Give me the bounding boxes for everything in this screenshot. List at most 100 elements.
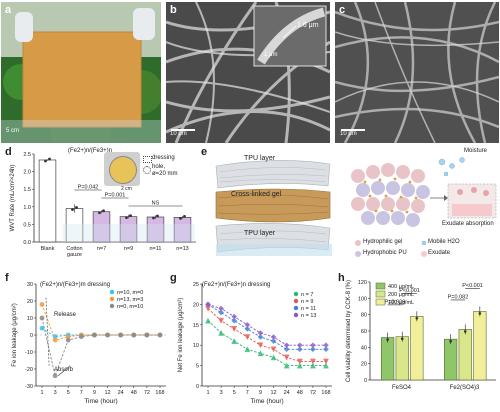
chart-f-point [92,332,97,338]
chart-h-x-tick-label: Fe2(SO4)3 [450,385,480,391]
chart-g-y-axis-label: Net Fe ion leakage (μg/cm²) [178,298,184,372]
chart-f-legend-label: n=10, m=0 [117,290,143,296]
chart-h-bar [444,338,458,381]
chart-f-x-tick-label: 3 [54,390,57,396]
chart-d-point [179,216,182,220]
chart-d-annotation: NS [152,201,160,207]
chart-f-x-tick-label: 9 [93,390,96,396]
chart-d-point [183,214,186,218]
chart-h-bar [458,329,472,381]
chart-g-x-tick-label: 9 [259,390,262,396]
chart-h-legend-label: 100 μg/mL [388,300,414,306]
panel-f-label: f [5,272,9,284]
chart-f-point [144,332,150,338]
legend-hole-1: hole, [152,164,166,170]
chart-d-x-tick-label: n=9 [124,246,133,252]
chart-d-point [48,157,51,161]
chart-d-y-tick-label: 1.5 [23,187,31,193]
chart-g-point [323,358,329,365]
panel-d-legend-title: (Fe2+)n/(Fe3+)n [68,148,113,154]
chart-g-point [296,346,303,353]
chart-g-point [231,313,238,320]
chart-g-x-tick-label: 72 [310,390,316,396]
e-legend-hydrophilic: Hydrophilic gel [363,239,403,245]
chart-d-x-tick-label: n=11 [150,246,162,252]
chart-f-y-tick-label: -30 [25,384,33,390]
e-tpu-bottom: TPU layer [244,230,276,237]
chart-f-legend-marker [109,289,115,295]
chart-g-point [296,362,303,369]
panel-c-sem-image [335,2,499,143]
chart-f-y-tick-label: 10 [27,316,33,322]
chart-d-y-tick-label: 2.0 [23,170,31,176]
chart-d-point [152,216,155,220]
legend-dressing-icon [143,156,152,163]
chart-f-x-tick-label: 48 [131,390,137,396]
chart-g-point [309,358,316,365]
chart-d-y-tick-label: 0.0 [23,240,31,246]
chart-g-legend-marker [293,305,299,311]
chart-h-y-tick-label: 20 [361,362,367,368]
chart-f-point [39,302,45,307]
chart-g-point [270,354,277,361]
chart-g-point [205,317,211,324]
chart-d-x-tick-label: Cotton [66,246,82,252]
chart-f-series-line [41,304,160,341]
chart-h-point [415,317,419,320]
chart-g-point [296,358,303,365]
panel-e-schematic [215,157,497,257]
chart-h-point [449,339,452,343]
chart-h-legend-marker [375,298,386,306]
chart-g-point [270,346,277,353]
panel-b-inset-value: 1.6 μm [297,22,319,29]
chart-f-x-tick-label: 12 [104,390,110,396]
chart-f-x-tick-label: 1 [40,390,43,396]
chart-g-legend-label: n = 7 [301,292,313,298]
chart-d-bar [38,159,57,243]
chart-d-y-axis-label: WVT Rate (mL/cm²×24h) [10,165,16,232]
chart-g-legend-label: n = 13 [301,313,316,319]
chart-g-y-tick-label: 20 [193,302,199,308]
chart-g-legend-label: n = 11 [301,306,316,312]
legend-hole-2: ø=20 mm [152,171,178,177]
chart-f-y-tick-label: -20 [25,367,33,373]
panel-c-scale-bar [341,129,365,131]
panel-d-inset-photo [104,152,140,186]
panel-b-inset-scale: 1 μm [264,52,278,58]
chart-h-annotation: P<0.001 [462,283,483,289]
e-legend-mobile: Mobile H2O [428,239,460,245]
panel-b-sem-image [166,2,330,143]
chart-g-point [323,346,329,353]
chart-f-series-line [41,317,160,378]
chart-g-point [257,334,264,340]
chart-g-legend-marker [293,298,299,304]
panel-g-label: g [170,272,177,284]
chart-f-point [65,334,71,340]
chart-g-net-leakage: 0 5 10 15 20 25 Net Fe ion leakage (μg/cm²) 1 3 5… [178,282,332,405]
chart-d-point [156,214,159,218]
chart-g-series-line [207,303,326,346]
chart-f-y-tick-label: -10 [25,350,33,356]
chart-g-point [270,334,277,340]
chart-g-y-tick-label: 25 [193,282,199,288]
chart-d-point [44,159,47,163]
chart-g-x-tick-label: 24 [284,390,290,396]
chart-h-point [400,337,404,341]
chart-d-x-tick-label: n=7 [97,246,106,252]
chart-g-point [257,350,264,357]
chart-d-point [98,211,101,215]
chart-f-legend-label: n=13, m=3 [117,297,143,303]
panel-a-label: a [5,4,12,16]
chart-f-legend-marker [109,296,115,302]
chart-d-x-tick-label: gauze [67,252,82,258]
chart-h-x-tick-label: FeSO4 [392,385,412,391]
chart-g-point [296,342,303,349]
chart-g-series-line [207,304,326,350]
chart-g-y-tick-label: 0 [196,384,199,390]
chart-h-point [478,312,482,315]
panel-b-scale-bar [171,129,195,131]
chart-f-y-tick-label: 30 [27,282,33,288]
chart-h-y-tick-label: 100 [358,296,367,302]
chart-g-legend-marker [293,291,299,297]
e-gel: Cross-linked gel [231,191,282,198]
